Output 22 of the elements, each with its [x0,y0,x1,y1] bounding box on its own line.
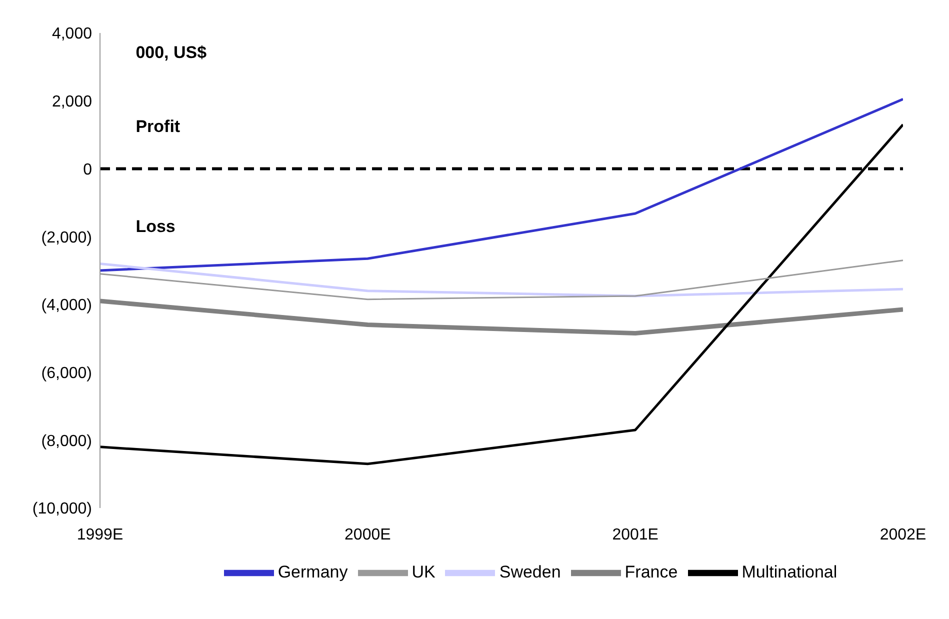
line-series [100,98,903,272]
y-tick-label: 0 [83,161,92,178]
annotation: Profit [136,117,180,138]
y-tick-label: (10,000) [32,500,92,518]
y-tick-label: (8,000) [41,432,92,450]
annotation: 000, US$ [136,42,207,63]
y-tick-label: (2,000) [41,229,92,246]
y-tick-label: (6,000) [41,364,92,382]
legend-label: Multinational [742,562,838,582]
x-tick-label: 1999E [76,526,124,544]
x-tick-label: 2000E [344,526,391,544]
legend-label: Germany [278,562,348,582]
annotation: Loss [136,216,176,237]
y-tick-label: (4,000) [41,297,92,314]
line-series [100,298,903,336]
y-tick-label: 2,000 [52,94,92,111]
x-tick-label: 2002E [880,526,926,544]
y-tick-label: 4,000 [52,26,92,43]
x-tick-label: 2001E [612,526,658,544]
legend-label: Sweden [499,562,561,582]
legend-label: France [624,562,678,582]
legend-label: UK [412,562,436,582]
